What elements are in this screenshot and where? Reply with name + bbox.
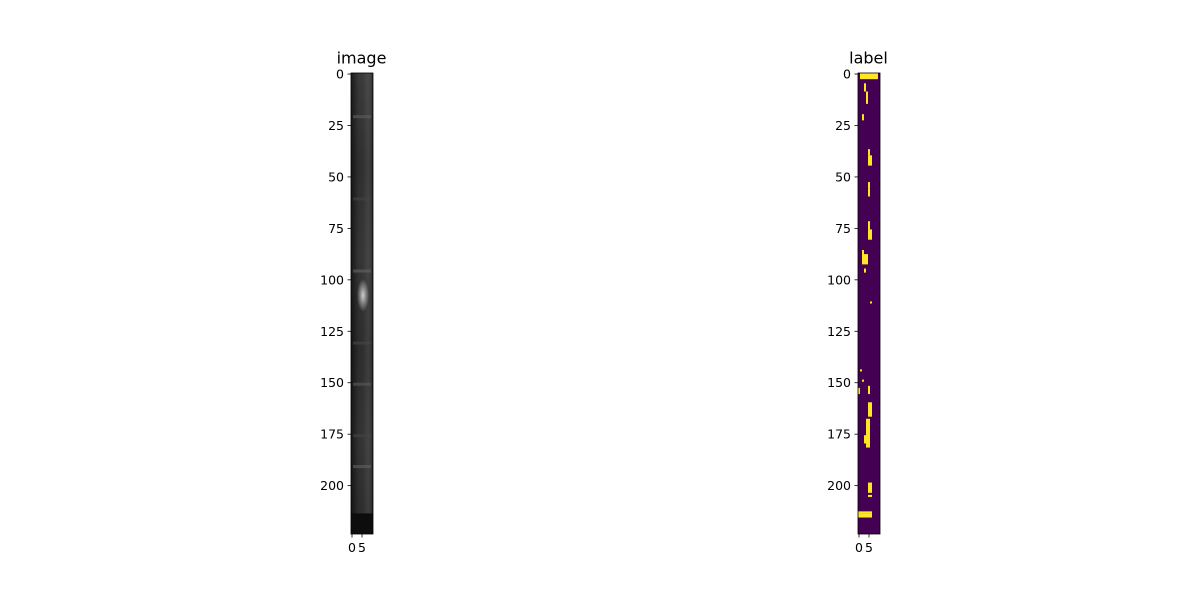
label-mask-region [862, 379, 864, 382]
label-mask-region [868, 221, 870, 230]
image-x-tick-label: 0 [348, 540, 356, 555]
label-mask-region [868, 402, 872, 417]
label-y-tick-label: 100 [827, 272, 851, 287]
image-y-axis: 0 25 50 75 100 125 150 175 200 [320, 67, 351, 493]
image-y-tick-label: 50 [328, 169, 344, 184]
label-mask-region [860, 73, 878, 80]
image-y-tick-label: 75 [328, 221, 344, 236]
label-mask-region [868, 482, 872, 493]
image-texture-streak [353, 465, 371, 469]
label-title: label [849, 49, 888, 68]
image-y-tick-label: 200 [320, 478, 344, 493]
label-mask-region [860, 369, 862, 372]
label-x-tick-label: 5 [865, 540, 873, 555]
label-mask-region [868, 229, 872, 240]
label-mask-region [868, 155, 872, 166]
label-mask-region [864, 83, 866, 92]
label-mask-region [868, 149, 870, 156]
label-mask-region [858, 513, 872, 518]
label-y-tick-label: 150 [827, 375, 851, 390]
label-mask-region [862, 114, 864, 121]
image-texture-streak [353, 197, 371, 201]
label-y-tick-label: 125 [827, 324, 851, 339]
image-bright-spot [357, 278, 369, 312]
label-mask-region [868, 494, 872, 497]
label-mask-region [868, 385, 870, 395]
image-y-tick-label: 0 [336, 67, 344, 82]
label-mask-region [866, 91, 868, 104]
label-mask-region [866, 418, 870, 448]
image-y-tick-label: 150 [320, 375, 344, 390]
image-dark-band [351, 513, 373, 534]
image-texture-streak [353, 341, 371, 345]
label-mask-region [868, 188, 870, 197]
image-y-tick-label: 100 [320, 272, 344, 287]
label-mask-region [870, 301, 872, 304]
label-background [858, 73, 880, 534]
image-texture-streak [353, 269, 371, 273]
image-y-tick-label: 175 [320, 427, 344, 442]
label-mask-region [864, 268, 866, 273]
image-texture-streak [353, 115, 371, 119]
label-mask-region [864, 435, 866, 444]
label-mask-region [858, 387, 860, 395]
image-y-tick-label: 125 [320, 324, 344, 339]
label-y-tick-label: 175 [827, 427, 851, 442]
image-y-tick-label: 25 [328, 118, 344, 133]
label-mask-region [862, 254, 868, 265]
label-y-tick-label: 25 [835, 118, 851, 133]
label-y-tick-label: 50 [835, 169, 851, 184]
image-title: image [337, 49, 387, 68]
image-texture-streak [353, 382, 371, 386]
label-mask-region [868, 182, 870, 189]
label-y-tick-label: 75 [835, 221, 851, 236]
label-y-axis: 0 25 50 75 100 125 150 175 200 [827, 67, 858, 493]
label-y-tick-label: 0 [843, 67, 851, 82]
label-plot-area [857, 72, 881, 535]
image-texture-streak [353, 434, 371, 438]
label-x-tick-label: 0 [855, 540, 863, 555]
label-y-tick-label: 200 [827, 478, 851, 493]
image-plot-area [350, 72, 374, 535]
image-x-tick-label: 5 [358, 540, 366, 555]
label-mask-region [858, 511, 872, 514]
